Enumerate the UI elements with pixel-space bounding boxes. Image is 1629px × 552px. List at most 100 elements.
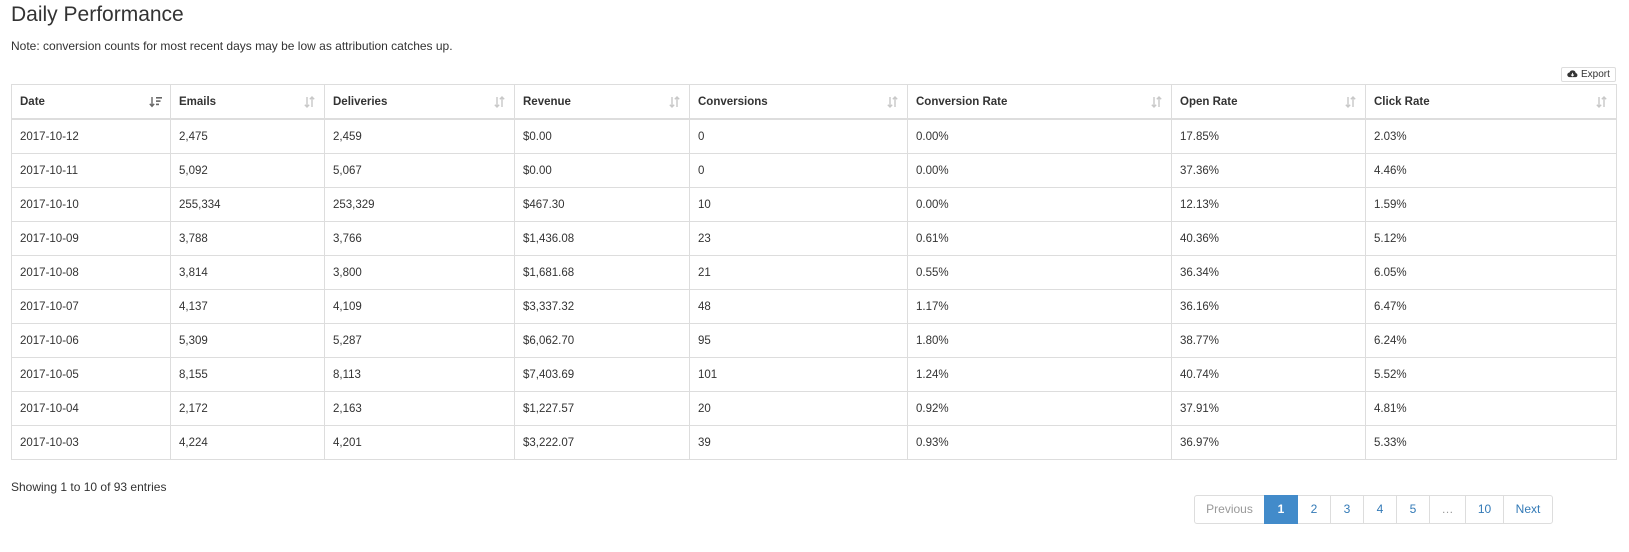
cell-revenue: $6,062.70 [514, 323, 690, 358]
pagination-page-3[interactable]: 3 [1330, 495, 1364, 524]
cell-conversions: 95 [689, 323, 908, 358]
sort-desc-icon [149, 96, 162, 108]
column-header-conversions[interactable]: Conversions [689, 84, 908, 120]
cell-open-rate: 36.34% [1171, 255, 1366, 290]
cell-open-rate: 36.97% [1171, 425, 1366, 460]
cell-click-rate: 1.59% [1365, 187, 1617, 222]
cell-deliveries: 2,459 [324, 118, 515, 154]
table-row: 2017-10-11 5,092 5,067 $0.00 0 0.00% 37.… [11, 153, 1617, 188]
cell-date: 2017-10-11 [11, 153, 171, 188]
cell-revenue: $1,436.08 [514, 221, 690, 256]
cell-deliveries: 4,109 [324, 289, 515, 324]
column-header-label: Emails [179, 95, 217, 108]
cell-revenue: $0.00 [514, 118, 690, 154]
cell-click-rate: 4.46% [1365, 153, 1617, 188]
cell-open-rate: 17.85% [1171, 118, 1366, 154]
pagination-page-1[interactable]: 1 [1264, 495, 1298, 524]
cell-revenue: $3,337.32 [514, 289, 690, 324]
cell-emails: 5,309 [170, 323, 325, 358]
cell-open-rate: 40.74% [1171, 357, 1366, 392]
column-header-date[interactable]: Date [11, 84, 171, 120]
pagination-previous-button[interactable]: Previous [1194, 495, 1265, 524]
export-button[interactable]: Export [1561, 67, 1616, 82]
pagination-next-button[interactable]: Next [1503, 495, 1553, 524]
table-row: 2017-10-05 8,155 8,113 $7,403.69 101 1.2… [11, 357, 1617, 392]
pagination-ellipsis: … [1429, 495, 1466, 524]
cell-click-rate: 5.33% [1365, 425, 1617, 460]
daily-performance-table: Date Emails Deliveries [11, 84, 1617, 460]
cell-click-rate: 6.05% [1365, 255, 1617, 290]
cell-conversion-rate: 0.61% [907, 221, 1172, 256]
pagination: Previous 1 2 3 4 5 … 10 Next [1194, 495, 1553, 524]
cell-emails: 5,092 [170, 153, 325, 188]
cell-conversion-rate: 0.00% [907, 187, 1172, 222]
cell-conversions: 39 [689, 425, 908, 460]
column-header-open-rate[interactable]: Open Rate [1171, 84, 1366, 120]
cell-open-rate: 37.91% [1171, 391, 1366, 426]
export-label: Export [1581, 69, 1610, 80]
attribution-note: Note: conversion counts for most recent … [11, 39, 453, 53]
column-header-deliveries[interactable]: Deliveries [324, 84, 515, 120]
cell-conversions: 101 [689, 357, 908, 392]
cell-deliveries: 5,287 [324, 323, 515, 358]
cell-click-rate: 4.81% [1365, 391, 1617, 426]
table-header-row: Date Emails Deliveries [11, 84, 1617, 120]
cell-revenue: $1,227.57 [514, 391, 690, 426]
pagination-page-4[interactable]: 4 [1363, 495, 1397, 524]
cell-conversions: 0 [689, 153, 908, 188]
pagination-page-10[interactable]: 10 [1465, 495, 1504, 524]
column-header-revenue[interactable]: Revenue [514, 84, 690, 120]
sort-both-icon [1344, 96, 1357, 108]
column-header-label: Open Rate [1180, 95, 1238, 108]
cell-deliveries: 8,113 [324, 357, 515, 392]
cell-emails: 255,334 [170, 187, 325, 222]
cell-conversions: 20 [689, 391, 908, 426]
cell-deliveries: 253,329 [324, 187, 515, 222]
cell-open-rate: 38.77% [1171, 323, 1366, 358]
cell-conversions: 21 [689, 255, 908, 290]
table-row: 2017-10-03 4,224 4,201 $3,222.07 39 0.93… [11, 425, 1617, 460]
cell-date: 2017-10-03 [11, 425, 171, 460]
table-row: 2017-10-04 2,172 2,163 $1,227.57 20 0.92… [11, 391, 1617, 426]
cell-click-rate: 6.47% [1365, 289, 1617, 324]
cell-click-rate: 6.24% [1365, 323, 1617, 358]
cell-date: 2017-10-09 [11, 221, 171, 256]
column-header-label: Date [20, 95, 45, 108]
cell-conversions: 10 [689, 187, 908, 222]
table-row: 2017-10-06 5,309 5,287 $6,062.70 95 1.80… [11, 323, 1617, 358]
cell-click-rate: 5.52% [1365, 357, 1617, 392]
page-title: Daily Performance [11, 3, 184, 26]
table-row: 2017-10-09 3,788 3,766 $1,436.08 23 0.61… [11, 221, 1617, 256]
cell-revenue: $0.00 [514, 153, 690, 188]
cell-revenue: $3,222.07 [514, 425, 690, 460]
cell-open-rate: 36.16% [1171, 289, 1366, 324]
cell-deliveries: 5,067 [324, 153, 515, 188]
cell-date: 2017-10-06 [11, 323, 171, 358]
cell-deliveries: 3,766 [324, 221, 515, 256]
cell-revenue: $467.30 [514, 187, 690, 222]
sort-both-icon [668, 96, 681, 108]
cell-deliveries: 2,163 [324, 391, 515, 426]
column-header-click-rate[interactable]: Click Rate [1365, 84, 1617, 120]
pagination-page-2[interactable]: 2 [1297, 495, 1331, 524]
cell-emails: 3,814 [170, 255, 325, 290]
column-header-conversion-rate[interactable]: Conversion Rate [907, 84, 1172, 120]
cell-deliveries: 3,800 [324, 255, 515, 290]
cell-emails: 8,155 [170, 357, 325, 392]
pagination-page-5[interactable]: 5 [1396, 495, 1430, 524]
cell-deliveries: 4,201 [324, 425, 515, 460]
cell-open-rate: 12.13% [1171, 187, 1366, 222]
column-header-label: Conversions [698, 95, 768, 108]
cell-conversion-rate: 0.00% [907, 118, 1172, 154]
cell-open-rate: 37.36% [1171, 153, 1366, 188]
cell-conversion-rate: 1.17% [907, 289, 1172, 324]
cell-emails: 2,172 [170, 391, 325, 426]
table-row: 2017-10-08 3,814 3,800 $1,681.68 21 0.55… [11, 255, 1617, 290]
column-header-emails[interactable]: Emails [170, 84, 325, 120]
column-header-label: Click Rate [1374, 95, 1430, 108]
cell-conversions: 48 [689, 289, 908, 324]
table-row: 2017-10-07 4,137 4,109 $3,337.32 48 1.17… [11, 289, 1617, 324]
cell-conversion-rate: 0.93% [907, 425, 1172, 460]
sort-both-icon [1150, 96, 1163, 108]
cell-conversion-rate: 0.55% [907, 255, 1172, 290]
